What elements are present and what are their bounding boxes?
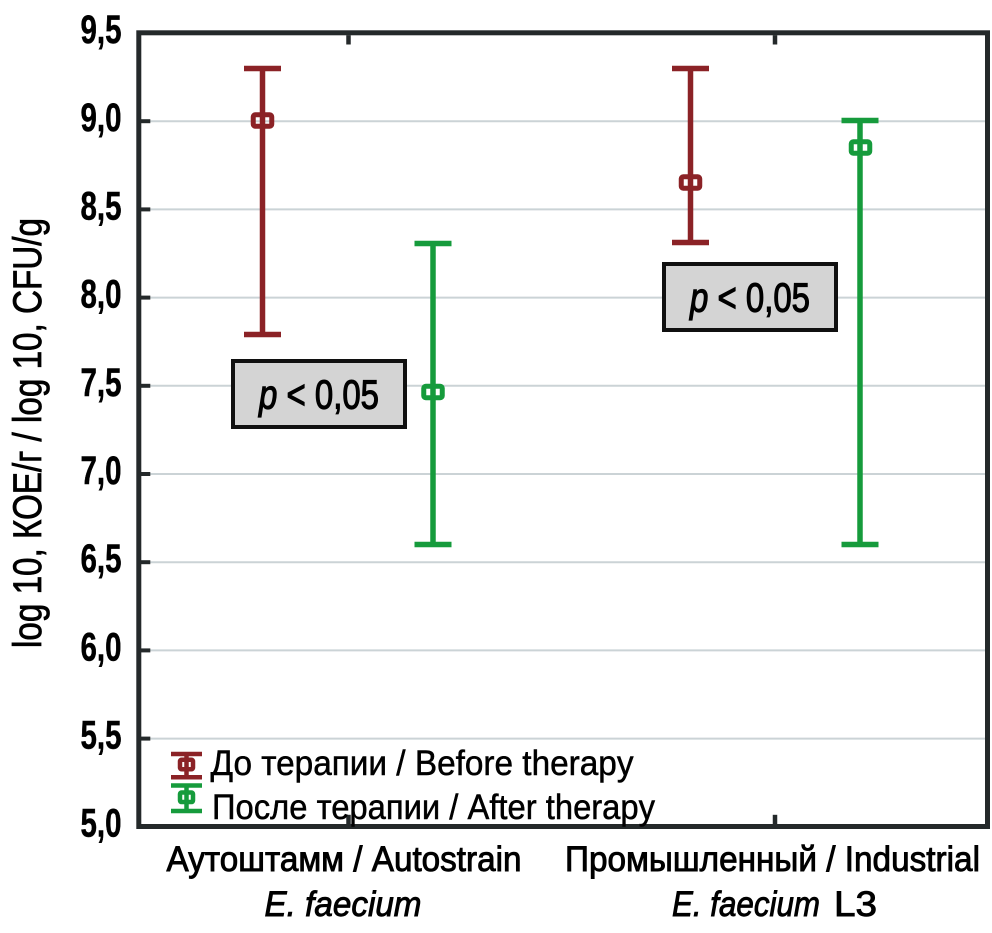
svg-text:p < 0,05: p < 0,05 <box>688 275 810 321</box>
svg-text:8,0: 8,0 <box>81 273 122 317</box>
svg-text:До терапии / Before therapy: До терапии / Before therapy <box>211 744 634 783</box>
svg-text:p < 0,05: p < 0,05 <box>257 372 379 418</box>
svg-text:После терапии / After therapy: После терапии / After therapy <box>212 788 655 827</box>
svg-text:E. faecium: E. faecium <box>672 885 820 924</box>
svg-text:6,5: 6,5 <box>81 537 122 581</box>
svg-text:9,5: 9,5 <box>81 8 122 52</box>
svg-text:9,0: 9,0 <box>81 96 122 140</box>
svg-text:log 10, КОЕ/г / log 10, CFU/g: log 10, КОЕ/г / log 10, CFU/g <box>6 218 50 648</box>
svg-text:5,0: 5,0 <box>81 802 122 846</box>
svg-text:7,0: 7,0 <box>81 449 122 493</box>
svg-text:L3: L3 <box>834 885 877 924</box>
svg-text:6,0: 6,0 <box>81 625 122 669</box>
svg-text:E. faecium: E. faecium <box>265 885 422 924</box>
svg-text:8,5: 8,5 <box>81 184 122 228</box>
svg-text:Аутоштамм / Autostrain: Аутоштамм / Autostrain <box>167 840 522 879</box>
svg-text:7,5: 7,5 <box>81 361 122 405</box>
svg-text:5,5: 5,5 <box>81 714 122 758</box>
svg-text:Промышленный / Industrial: Промышленный / Industrial <box>565 840 980 879</box>
